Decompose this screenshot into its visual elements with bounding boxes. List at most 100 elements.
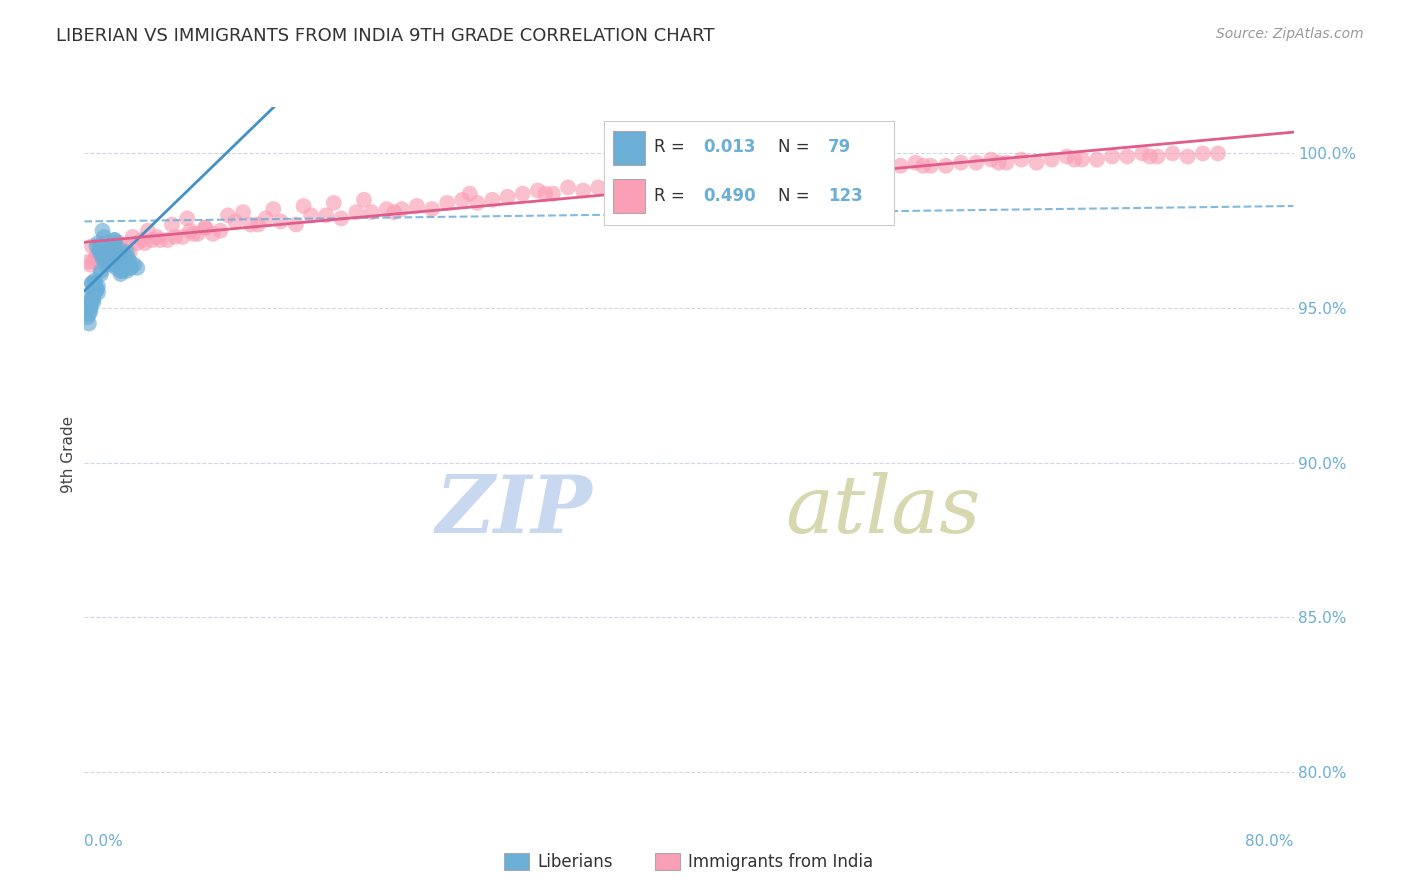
Point bbox=[89, 242, 111, 256]
Point bbox=[115, 245, 138, 260]
Point bbox=[232, 205, 254, 219]
Point bbox=[114, 248, 136, 262]
Text: 0.490: 0.490 bbox=[703, 187, 755, 205]
Point bbox=[94, 236, 117, 251]
Point bbox=[1146, 149, 1168, 163]
Point bbox=[146, 230, 169, 244]
Text: R =: R = bbox=[654, 187, 689, 205]
Point bbox=[100, 239, 122, 253]
Point bbox=[82, 294, 104, 309]
Point bbox=[330, 211, 353, 226]
Point bbox=[82, 288, 104, 302]
Point bbox=[648, 174, 671, 188]
Point bbox=[100, 242, 122, 256]
Point bbox=[86, 239, 108, 253]
Point bbox=[844, 161, 866, 176]
Point bbox=[87, 248, 110, 262]
Point bbox=[201, 227, 224, 241]
Point bbox=[1056, 149, 1078, 163]
Point bbox=[149, 233, 172, 247]
Point bbox=[209, 224, 232, 238]
Point bbox=[481, 193, 503, 207]
Point bbox=[912, 159, 935, 173]
Point bbox=[107, 252, 129, 266]
Point bbox=[108, 236, 131, 251]
Point bbox=[89, 245, 111, 260]
Point bbox=[738, 171, 761, 186]
Point bbox=[131, 233, 153, 247]
Point bbox=[512, 186, 534, 201]
Point bbox=[678, 171, 700, 186]
Point bbox=[79, 301, 101, 315]
Point bbox=[90, 239, 112, 253]
Point bbox=[610, 178, 633, 192]
Point bbox=[141, 233, 163, 247]
Point bbox=[165, 230, 187, 244]
Point bbox=[391, 202, 413, 216]
Point bbox=[633, 174, 655, 188]
Point bbox=[117, 252, 139, 266]
Point bbox=[96, 254, 118, 268]
Text: 0.013: 0.013 bbox=[703, 138, 755, 156]
Point bbox=[82, 254, 104, 268]
Point bbox=[875, 161, 897, 176]
Point bbox=[322, 195, 344, 210]
Bar bbox=[613, 131, 645, 165]
Point bbox=[754, 161, 776, 176]
Point bbox=[77, 301, 100, 315]
Point bbox=[87, 285, 110, 300]
Point bbox=[1101, 149, 1123, 163]
Point bbox=[118, 260, 141, 275]
Point bbox=[118, 254, 141, 268]
Point bbox=[98, 258, 121, 272]
Point bbox=[1177, 149, 1199, 163]
Point bbox=[91, 252, 114, 266]
Point bbox=[1040, 153, 1063, 167]
Point bbox=[1063, 153, 1085, 167]
Point bbox=[160, 218, 183, 232]
Point bbox=[353, 193, 375, 207]
Point bbox=[315, 208, 337, 222]
Point bbox=[987, 155, 1010, 169]
Point bbox=[76, 310, 98, 325]
Text: 0.0%: 0.0% bbox=[84, 834, 124, 849]
Point bbox=[134, 236, 156, 251]
Point bbox=[97, 252, 120, 266]
Point bbox=[105, 258, 128, 272]
Point bbox=[572, 184, 595, 198]
Point bbox=[723, 171, 745, 186]
Point bbox=[814, 165, 837, 179]
Point bbox=[217, 208, 239, 222]
Point bbox=[375, 202, 398, 216]
Point bbox=[98, 248, 121, 262]
Point bbox=[176, 211, 198, 226]
Point bbox=[995, 155, 1018, 169]
Text: R =: R = bbox=[654, 138, 689, 156]
Point bbox=[86, 248, 108, 262]
Point bbox=[77, 307, 100, 321]
Point bbox=[1085, 153, 1108, 167]
Point bbox=[830, 159, 852, 173]
Point bbox=[111, 254, 134, 268]
Point bbox=[93, 245, 115, 260]
Point bbox=[181, 227, 204, 241]
Point bbox=[121, 230, 143, 244]
Point bbox=[292, 199, 315, 213]
Text: LIBERIAN VS IMMIGRANTS FROM INDIA 9TH GRADE CORRELATION CHART: LIBERIAN VS IMMIGRANTS FROM INDIA 9TH GR… bbox=[56, 27, 714, 45]
Point bbox=[534, 186, 557, 201]
Text: N =: N = bbox=[779, 138, 815, 156]
Y-axis label: 9th Grade: 9th Grade bbox=[60, 417, 76, 493]
Text: ZIP: ZIP bbox=[436, 472, 592, 549]
Point bbox=[80, 292, 103, 306]
Point bbox=[94, 258, 117, 272]
Point bbox=[97, 242, 120, 256]
Point bbox=[90, 264, 112, 278]
Point bbox=[467, 195, 489, 210]
Point bbox=[82, 285, 104, 300]
Point bbox=[239, 218, 262, 232]
Point bbox=[247, 218, 270, 232]
Point bbox=[100, 239, 122, 253]
Point bbox=[1132, 146, 1154, 161]
Point bbox=[97, 248, 120, 262]
Point bbox=[104, 233, 127, 247]
